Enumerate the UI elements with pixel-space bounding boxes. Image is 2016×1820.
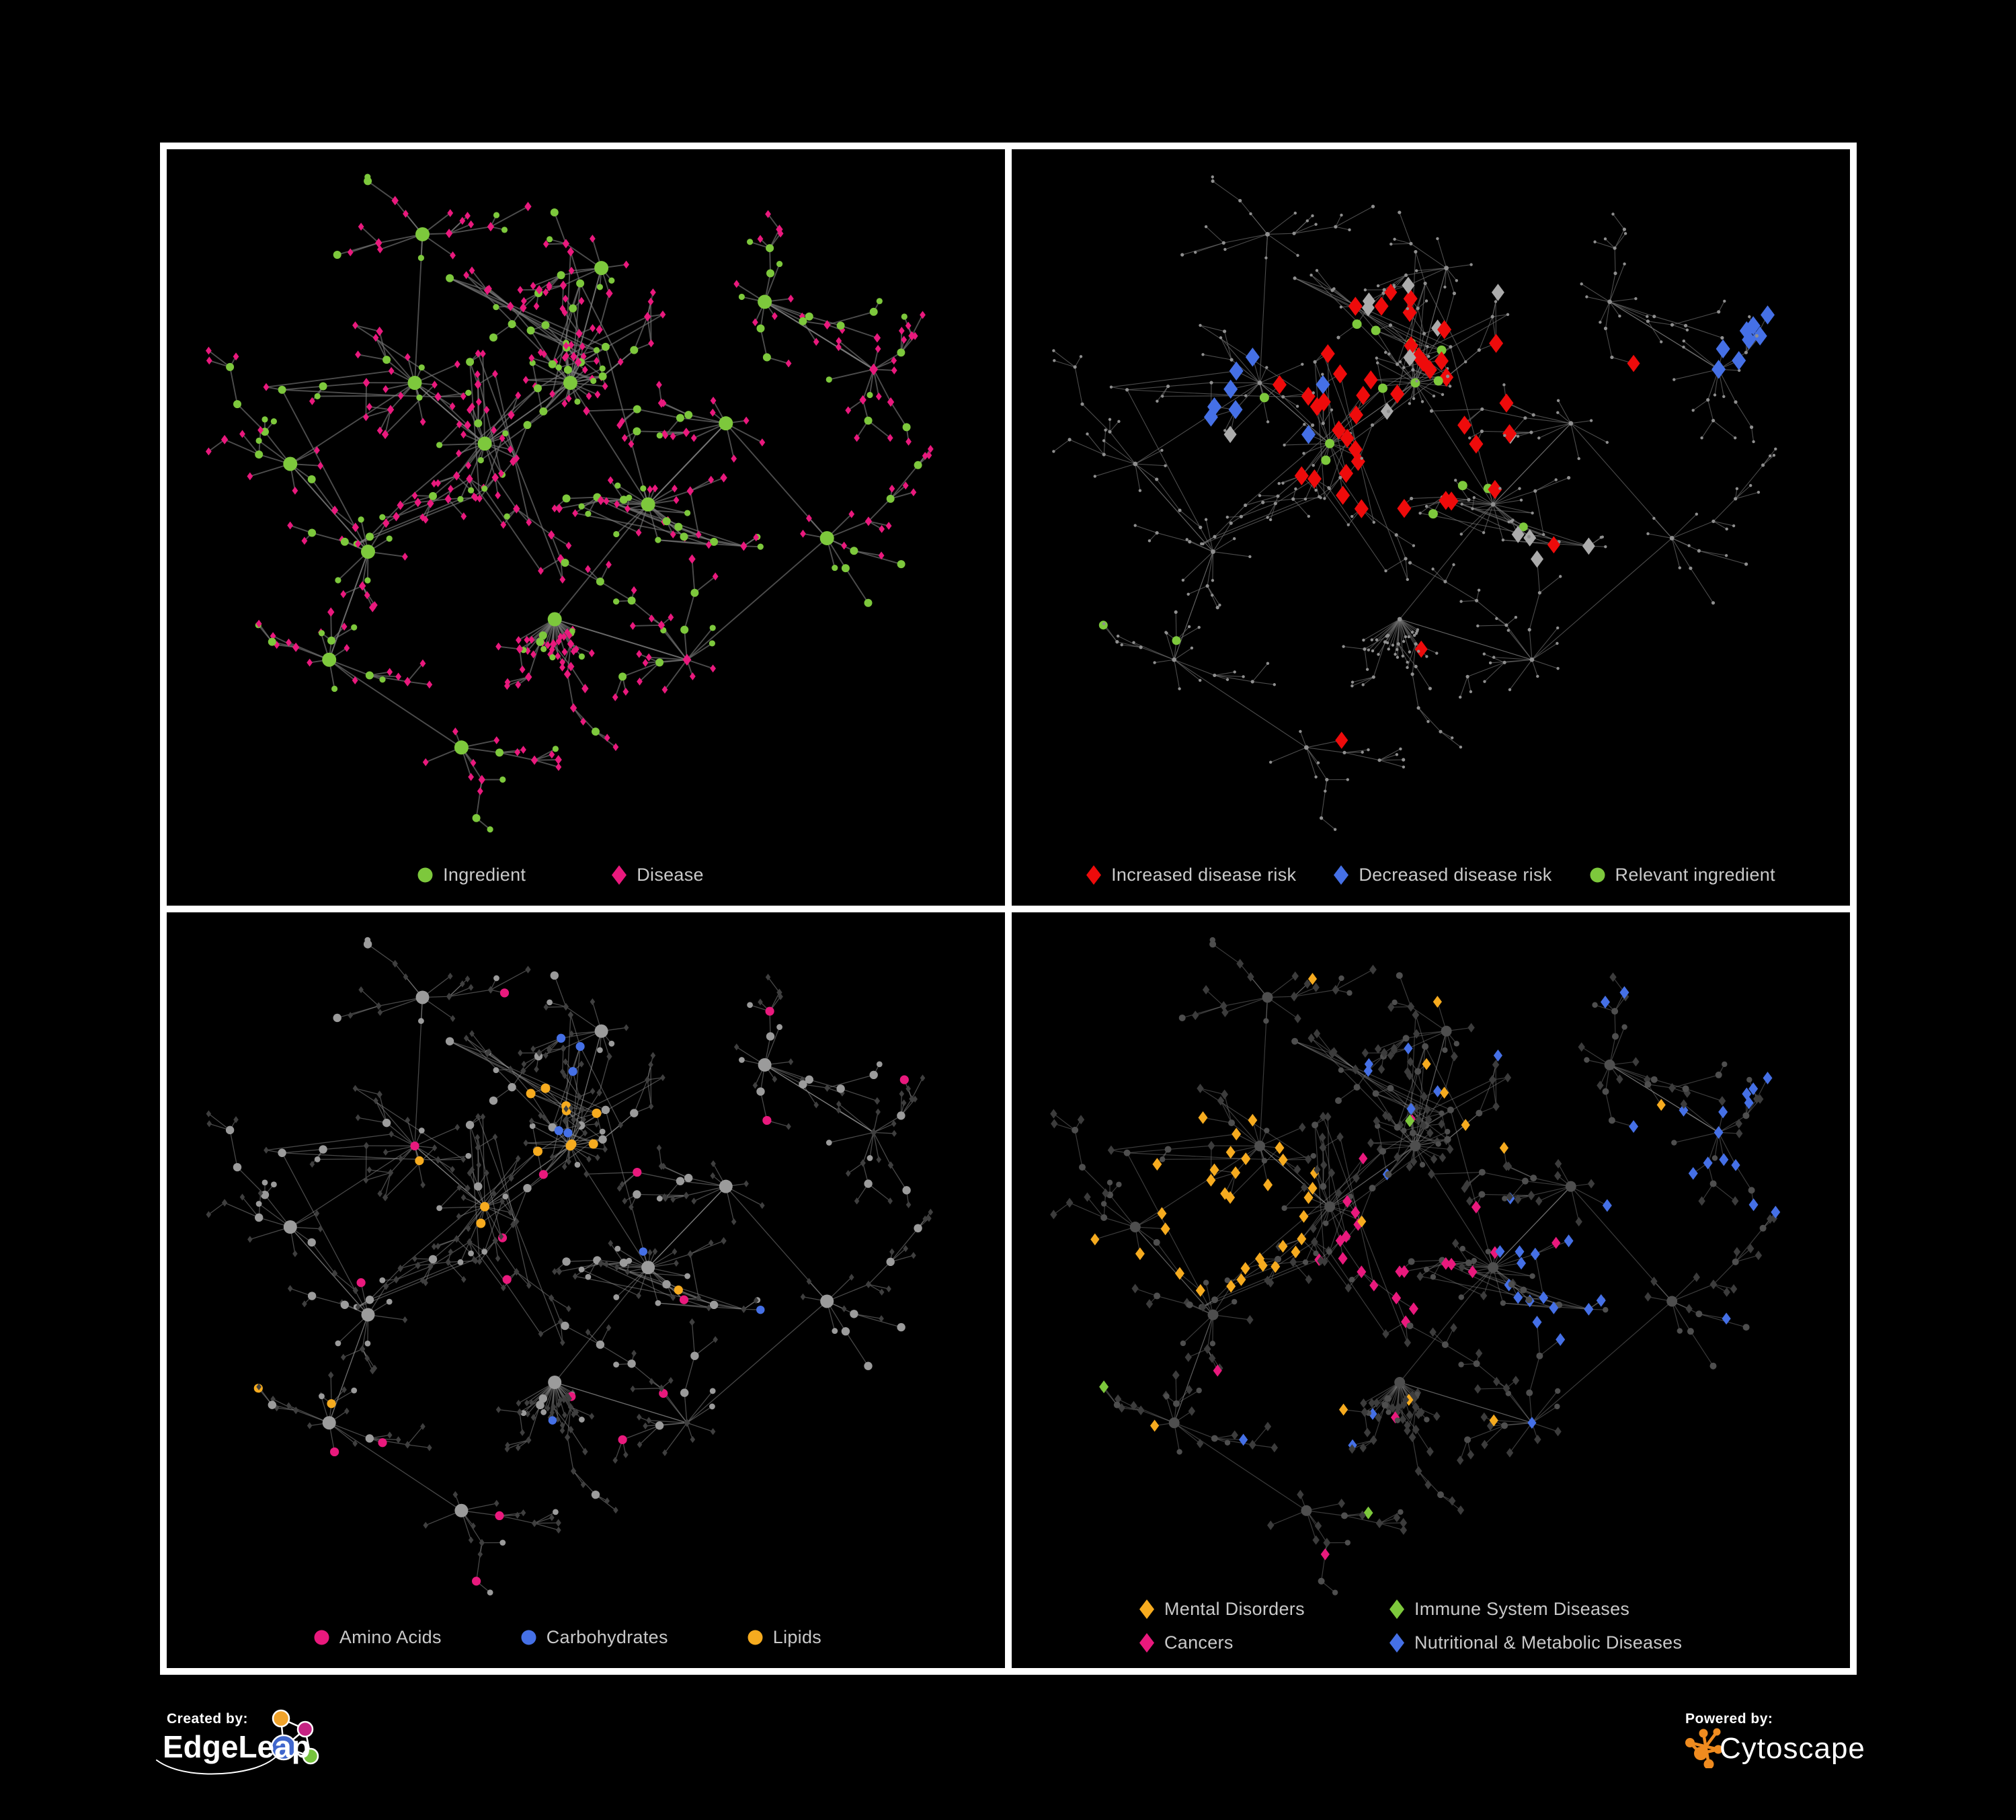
cytoscape-logo-icon — [1685, 1728, 1723, 1768]
network-graph-disease-risk — [1052, 175, 1777, 831]
powered-by-label: Powered by: — [1685, 1711, 1773, 1727]
legend-item: Amino Acids — [314, 1627, 442, 1648]
legend-circle-icon — [314, 1630, 329, 1645]
network-graph-ingredient-disease — [205, 173, 934, 833]
legend-label: Ingredient — [443, 864, 526, 885]
legend-item: Disease — [612, 865, 704, 885]
legend-label: Increased disease risk — [1111, 864, 1297, 885]
panel-ingredient-disease: Ingredient Disease — [167, 149, 1005, 906]
legend-item: Ingredient — [417, 865, 526, 885]
edgeleap-node-magenta — [296, 1720, 314, 1738]
legend-circle-icon — [1590, 867, 1605, 882]
legend-diamond-icon — [1139, 1599, 1154, 1619]
legend-label: Lipids — [772, 1627, 822, 1647]
legend-label: Amino Acids — [339, 1627, 442, 1647]
legend-item: Immune System Diseases — [1389, 1599, 1682, 1620]
created-by-label: Created by: — [167, 1711, 249, 1727]
legend-label: Mental Disorders — [1164, 1599, 1305, 1619]
legend-diamond-icon — [1139, 1633, 1154, 1653]
legend-item: Carbohydrates — [521, 1627, 668, 1648]
legend-label: Disease — [637, 864, 704, 885]
legend-disease-risk: Increased disease risk Decreased disease … — [1012, 865, 1850, 885]
legend-item: Relevant ingredient — [1590, 865, 1775, 885]
legend-item: Nutritional & Metabolic Diseases — [1389, 1632, 1682, 1653]
legend-diamond-icon — [1389, 1633, 1404, 1653]
legend-ingredient-disease: Ingredient Disease — [167, 865, 1005, 885]
legend-circle-icon — [417, 867, 433, 882]
edgeleap-node-blue — [270, 1734, 297, 1761]
legend-item: Mental Disorders — [1139, 1599, 1389, 1620]
network-graph-disease-categories — [1050, 937, 1781, 1595]
legend-label: Immune System Diseases — [1414, 1599, 1630, 1619]
legend-diamond-icon — [612, 865, 627, 885]
legend-item: Cancers — [1139, 1632, 1389, 1653]
panel-ingredient-classes: Amino Acids Carbohydrates Lipids — [167, 912, 1005, 1668]
network-grid: Ingredient Disease Increased disease risk… — [160, 143, 1857, 1675]
legend-item: Lipids — [748, 1627, 821, 1648]
legend-label: Nutritional & Metabolic Diseases — [1414, 1632, 1683, 1653]
cytoscape-wordmark: Cytoscape — [1720, 1732, 1865, 1765]
legend-diamond-icon — [1334, 865, 1349, 885]
legend-circle-icon — [748, 1630, 763, 1645]
edgeleap-wordmark: EdgeLeap — [163, 1729, 311, 1764]
panel-disease-risk: Increased disease risk Decreased disease … — [1012, 149, 1850, 906]
legend-label: Carbohydrates — [546, 1627, 668, 1647]
legend-label: Decreased disease risk — [1359, 864, 1552, 885]
legend-label: Relevant ingredient — [1615, 864, 1775, 885]
edgeleap-node-orange — [272, 1709, 290, 1728]
legend-circle-icon — [521, 1630, 536, 1645]
legend-disease-categories: Mental Disorders Immune System Diseases Ca… — [1139, 1599, 1682, 1653]
panel-disease-categories: Mental Disorders Immune System Diseases Ca… — [1012, 912, 1850, 1668]
legend-item: Decreased disease risk — [1334, 865, 1551, 885]
legend-ingredient-classes: Amino Acids Carbohydrates Lipids — [167, 1627, 1005, 1648]
legend-diamond-icon — [1389, 1599, 1404, 1619]
edgeleap-node-green — [302, 1747, 319, 1765]
legend-diamond-icon — [1086, 865, 1102, 885]
network-graph-ingredient-classes — [206, 937, 934, 1595]
legend-label: Cancers — [1164, 1632, 1234, 1653]
edgeleap-logo: EdgeLeap — [156, 1709, 319, 1775]
legend-item: Increased disease risk — [1086, 865, 1296, 885]
